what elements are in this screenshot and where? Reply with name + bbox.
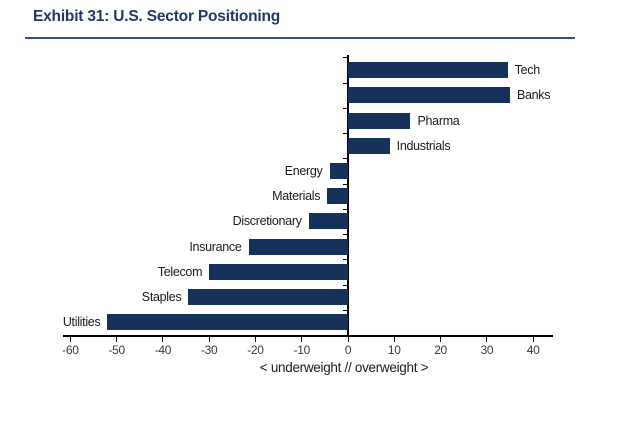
category-axis-tick xyxy=(343,133,349,135)
bar-label-pharma: Pharma xyxy=(417,113,460,128)
bar-label-industrials: Industrials xyxy=(396,138,451,153)
bar-materials xyxy=(327,188,348,205)
category-axis-tick xyxy=(343,309,349,311)
bar-label-staples: Staples xyxy=(141,290,182,305)
bar-tech xyxy=(348,62,508,79)
x-tick--20 xyxy=(254,337,256,342)
x-tick--30 xyxy=(208,337,210,342)
x-tick-label-20: 20 xyxy=(434,343,447,357)
x-tick-10 xyxy=(393,337,395,342)
x-tick--50 xyxy=(116,337,118,342)
x-tick-40 xyxy=(532,337,534,342)
zero-axis-line xyxy=(347,55,349,335)
bar-label-banks: Banks xyxy=(516,88,551,103)
x-tick-label-40: 40 xyxy=(526,343,540,357)
bar-label-tech: Tech xyxy=(514,63,541,78)
x-tick-label--50: -50 xyxy=(108,343,125,357)
x-tick-label-30: 30 xyxy=(480,343,494,357)
title-rule xyxy=(25,37,575,39)
exhibit-title: Exhibit 31: U.S. Sector Positioning xyxy=(33,8,281,25)
bar-discretionary xyxy=(308,213,349,230)
bar-staples xyxy=(188,289,349,306)
x-tick--60 xyxy=(69,337,71,342)
x-tick-label--60: -60 xyxy=(62,343,79,357)
category-axis-tick xyxy=(343,208,349,210)
bar-energy xyxy=(329,162,348,179)
bar-telecom xyxy=(209,263,348,280)
category-axis-tick xyxy=(343,158,349,160)
category-axis-tick xyxy=(343,107,349,109)
category-axis-tick xyxy=(343,335,349,337)
bar-label-materials: Materials xyxy=(272,189,321,204)
bar-utilities xyxy=(107,314,348,331)
x-tick-label--30: -30 xyxy=(200,343,218,357)
bar-label-insurance: Insurance xyxy=(189,239,242,254)
x-tick-label--20: -20 xyxy=(247,343,264,357)
x-tick-label--40: -40 xyxy=(154,343,172,357)
x-axis-label: < underweight // overweight > xyxy=(259,360,429,375)
x-tick--40 xyxy=(162,337,164,342)
x-axis-line xyxy=(63,335,553,337)
x-tick-label-10: 10 xyxy=(387,343,401,357)
x-tick-30 xyxy=(486,337,488,342)
category-axis-tick xyxy=(343,82,349,84)
bar-label-discretionary: Discretionary xyxy=(232,214,302,229)
bar-label-telecom: Telecom xyxy=(157,264,203,279)
x-tick-0 xyxy=(347,337,349,342)
bar-label-utilities: Utilities xyxy=(62,315,101,330)
category-axis-tick xyxy=(343,284,349,286)
x-tick-20 xyxy=(440,337,442,342)
bar-insurance xyxy=(248,238,348,255)
bar-industrials xyxy=(348,137,390,154)
category-axis-tick xyxy=(343,234,349,236)
x-tick-label-0: 0 xyxy=(344,343,352,357)
category-axis-tick xyxy=(343,57,349,59)
x-tick--10 xyxy=(301,337,303,342)
bar-pharma xyxy=(348,112,411,129)
bar-banks xyxy=(348,87,510,104)
category-axis-tick xyxy=(343,183,349,185)
bar-label-energy: Energy xyxy=(284,163,323,178)
x-tick-label--10: -10 xyxy=(293,343,311,357)
category-axis-tick xyxy=(343,259,349,261)
